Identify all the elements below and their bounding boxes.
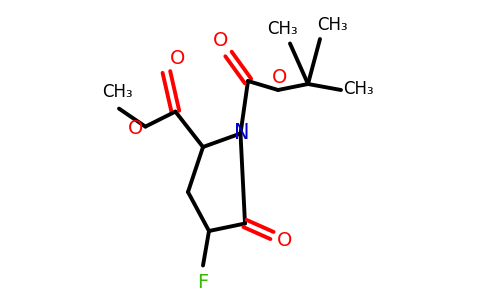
Text: N: N [234, 124, 250, 143]
Text: CH₃: CH₃ [102, 83, 133, 101]
Text: CH₃: CH₃ [317, 16, 348, 34]
Text: O: O [277, 231, 292, 250]
Text: F: F [197, 273, 209, 292]
Text: CH₃: CH₃ [343, 80, 374, 98]
Text: O: O [272, 68, 287, 87]
Text: O: O [213, 31, 228, 50]
Text: O: O [170, 49, 185, 68]
Text: CH₃: CH₃ [267, 20, 298, 38]
Text: O: O [128, 118, 143, 138]
